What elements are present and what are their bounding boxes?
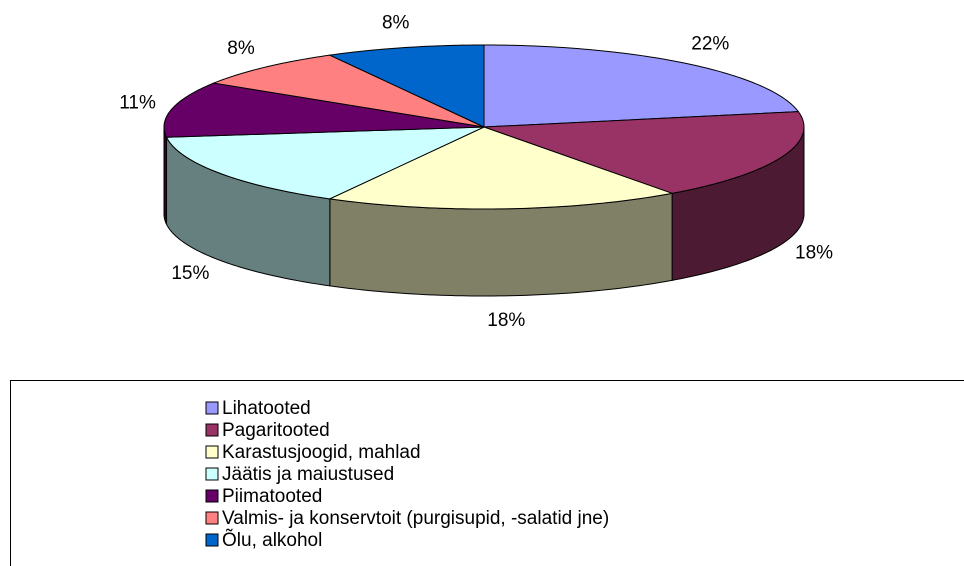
legend-label: Lihatooted: [222, 398, 311, 419]
legend-swatch: [205, 533, 219, 547]
legend-label: Valmis- ja konservtoit (purgisupid, -sal…: [222, 508, 609, 529]
data-label: 18%: [795, 242, 833, 263]
legend-label: Jäätis ja maiustused: [222, 464, 394, 485]
legend-label: Karastusjoogid, mahlad: [222, 442, 421, 463]
legend-label: Pagaritooted: [222, 420, 330, 441]
legend-swatch: [205, 423, 219, 437]
legend-label: Piimatooted: [222, 486, 322, 507]
slice: [165, 126, 485, 200]
legend-swatch: [205, 445, 219, 459]
legend-swatch: [205, 467, 219, 481]
slice: [211, 54, 485, 128]
slice: [483, 44, 800, 128]
legend-swatch: [205, 511, 219, 525]
data-label: 11%: [119, 93, 156, 114]
legend-swatch: [205, 401, 219, 415]
slice: [328, 44, 485, 128]
legend-swatch: [205, 489, 219, 503]
slice: [483, 111, 805, 194]
data-label: 15%: [171, 263, 209, 284]
slice: [163, 82, 485, 138]
data-label: 8%: [227, 38, 255, 59]
legend-label: Õlu, alkohol: [222, 529, 322, 551]
data-label: 22%: [691, 34, 729, 55]
slice-side: [163, 126, 168, 225]
data-label: 8%: [382, 12, 410, 33]
data-label: 18%: [487, 310, 525, 331]
slice: [328, 126, 675, 210]
